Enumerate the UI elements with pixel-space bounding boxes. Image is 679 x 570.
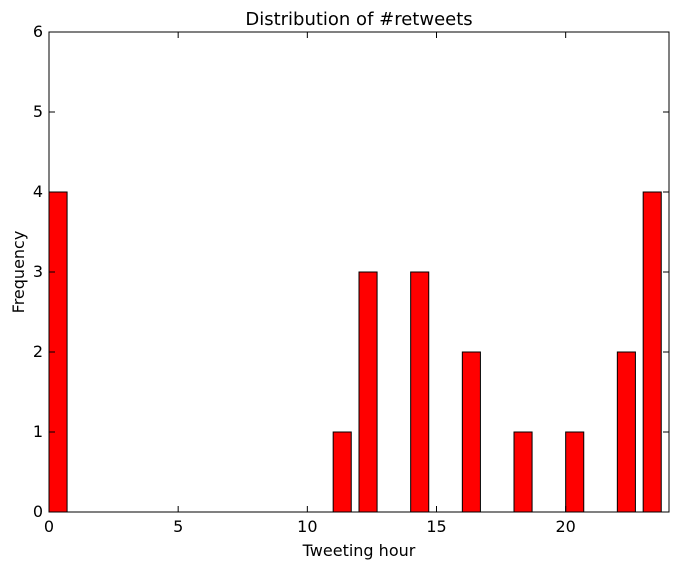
y-axis-label: Frequency — [9, 231, 28, 314]
ticks-group: 0 5 10 15 20 0 1 2 3 4 5 6 — [33, 22, 669, 536]
y-tick-label: 2 — [33, 342, 43, 361]
x-tick-label: 20 — [555, 517, 575, 536]
bar-hour-18 — [513, 431, 533, 513]
x-tick-label: 15 — [426, 517, 446, 536]
bar-hour-12 — [358, 271, 378, 513]
y-tick-label: 5 — [33, 102, 43, 121]
chart-title: Distribution of #retweets — [245, 9, 472, 30]
x-tick-label: 5 — [173, 517, 183, 536]
bar-hour-20 — [565, 431, 585, 513]
x-axis-label: Tweeting hour — [302, 541, 416, 560]
y-tick-label: 4 — [33, 182, 43, 201]
bar-hour-16 — [461, 351, 481, 513]
bars-group — [48, 191, 662, 513]
bar-hour-11 — [332, 431, 352, 513]
y-tick-label: 1 — [33, 422, 43, 441]
bar-hour-23 — [642, 191, 662, 513]
y-tick-label: 6 — [33, 22, 43, 41]
plot-frame — [48, 31, 670, 513]
y-tick-label: 0 — [33, 502, 43, 521]
x-tick-label: 10 — [297, 517, 317, 536]
bar-hour-14 — [410, 271, 430, 513]
y-tick-label: 3 — [33, 262, 43, 281]
x-tick-label: 0 — [44, 517, 54, 536]
bar-hour-22 — [616, 351, 636, 513]
